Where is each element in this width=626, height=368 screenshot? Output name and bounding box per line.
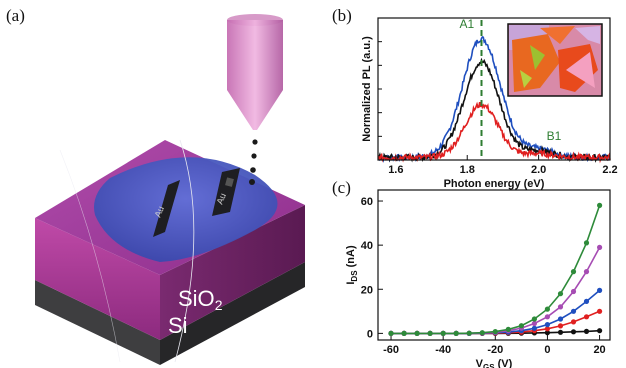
panel-c-label: (c) xyxy=(332,178,351,197)
data-point xyxy=(544,330,551,336)
data-point xyxy=(583,269,590,275)
data-point xyxy=(570,308,577,314)
si-layer xyxy=(35,262,305,365)
data-point xyxy=(492,329,498,335)
x-tick-label: 2.0 xyxy=(531,164,546,176)
data-point xyxy=(544,322,551,328)
data-point xyxy=(518,323,525,329)
fiber-line xyxy=(174,139,195,363)
x-tick-label: -20 xyxy=(487,344,503,356)
data-point xyxy=(557,304,564,310)
transfer-series-line xyxy=(391,247,601,335)
y-axis-label: IDS (nA) xyxy=(345,245,359,285)
x-axis-label: Photon energy (eV) xyxy=(444,178,545,190)
data-point xyxy=(466,330,472,336)
x-tick-label: 1.6 xyxy=(388,164,403,176)
electrode-left: Au xyxy=(153,180,180,237)
data-point xyxy=(557,316,564,322)
svg-text:Au: Au xyxy=(215,192,228,206)
data-point xyxy=(427,330,433,336)
si-label: Si xyxy=(168,313,188,338)
x-tick-label: 20 xyxy=(593,344,605,356)
y-tick-label: 20 xyxy=(361,284,373,296)
data-point xyxy=(570,319,577,325)
y-axis-label: Normalized PL (a.u.) xyxy=(361,36,373,142)
data-point xyxy=(570,269,577,275)
data-point xyxy=(557,329,564,335)
pl-series-2 xyxy=(377,101,611,164)
data-point xyxy=(479,330,485,336)
inset-flake xyxy=(520,70,532,88)
y-tick-label: 40 xyxy=(361,240,373,252)
data-point xyxy=(570,288,577,295)
data-point xyxy=(557,291,564,297)
panel-a-label: (a) xyxy=(6,6,25,25)
y-tick-label: 0 xyxy=(367,328,373,340)
objective-lens xyxy=(227,14,283,130)
y-tick-label: 60 xyxy=(361,196,373,208)
data-point xyxy=(597,308,603,314)
panel-b-label: (b) xyxy=(332,6,352,25)
plot-frame xyxy=(377,189,611,341)
x-tick-label: -60 xyxy=(383,344,399,356)
data-point xyxy=(401,330,407,336)
x-tick-label: 0 xyxy=(544,344,550,356)
optical-image-inset xyxy=(507,23,603,97)
data-point xyxy=(583,298,590,304)
data-point xyxy=(570,329,577,335)
data-point xyxy=(531,320,538,327)
data-point xyxy=(414,330,420,336)
data-point xyxy=(531,316,538,322)
x-tick-label: 1.8 xyxy=(460,164,475,176)
data-point xyxy=(597,287,603,293)
data-point xyxy=(583,314,590,320)
data-point xyxy=(544,306,551,312)
laser-beam xyxy=(249,139,258,185)
data-point xyxy=(453,330,459,336)
x-axis-label: VGS (V) xyxy=(476,358,513,368)
data-point xyxy=(544,326,551,332)
data-point xyxy=(597,202,603,208)
data-point xyxy=(388,330,394,336)
fiber-line xyxy=(59,149,121,363)
data-point xyxy=(505,326,511,332)
data-point xyxy=(531,325,538,331)
device-schematic: Au Au SiO2 Si xyxy=(35,14,305,365)
x-tick-label: 2.2 xyxy=(602,164,617,176)
inset-region xyxy=(575,26,600,44)
inset-flake xyxy=(530,45,545,70)
data-point xyxy=(583,328,590,334)
data-point xyxy=(597,328,603,334)
data-point xyxy=(544,314,551,320)
inset-flake xyxy=(540,26,575,44)
electrode-right: Au xyxy=(212,168,240,216)
annotation-a1: A1 xyxy=(460,17,475,31)
data-point xyxy=(597,244,603,250)
data-point xyxy=(440,330,446,336)
data-point xyxy=(583,240,590,246)
svg-text:Au: Au xyxy=(153,205,166,219)
inset-flake xyxy=(566,52,595,88)
x-tick-label: -40 xyxy=(435,344,451,356)
data-point xyxy=(557,323,564,329)
annotation-b1: B1 xyxy=(547,129,562,143)
sio2-label: SiO2 xyxy=(178,286,223,313)
